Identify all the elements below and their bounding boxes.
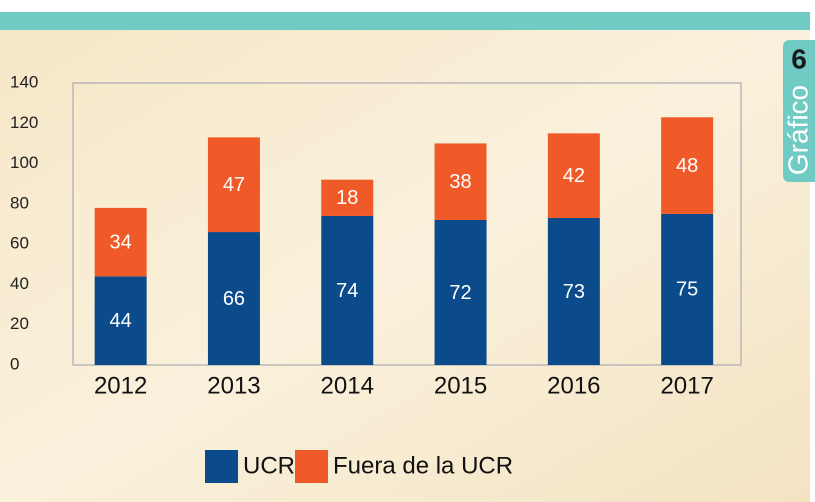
x-tick-label: 2014 bbox=[321, 372, 374, 399]
y-tick-label: 40 bbox=[10, 274, 29, 293]
value-label: 18 bbox=[336, 187, 358, 209]
value-label: 44 bbox=[110, 310, 132, 332]
value-label: 48 bbox=[676, 155, 698, 177]
legend-swatch bbox=[205, 450, 238, 483]
legend-label: UCR bbox=[243, 452, 295, 479]
legend-swatch bbox=[295, 450, 328, 483]
y-tick-label: 140 bbox=[10, 72, 38, 91]
value-label: 74 bbox=[336, 280, 358, 302]
y-tick-label: 20 bbox=[10, 314, 29, 333]
x-tick-label: 2013 bbox=[207, 372, 260, 399]
value-label: 73 bbox=[563, 281, 585, 303]
y-tick-label: 60 bbox=[10, 234, 29, 253]
badge-label: Gráfico bbox=[782, 85, 813, 175]
badge-number: 6 bbox=[791, 43, 807, 74]
legend-label: Fuera de la UCR bbox=[333, 452, 513, 479]
value-label: 47 bbox=[223, 174, 245, 196]
x-tick-label: 2016 bbox=[547, 372, 600, 399]
y-tick-label: 120 bbox=[10, 113, 38, 132]
value-label: 42 bbox=[563, 165, 585, 187]
value-label: 75 bbox=[676, 279, 698, 301]
x-tick-label: 2012 bbox=[94, 372, 147, 399]
value-label: 34 bbox=[110, 231, 132, 253]
top-band bbox=[0, 12, 810, 30]
chart: 6 Gráfico 0 20 40 60 80 100 120 140 2012 44 34 2013… bbox=[0, 0, 815, 502]
value-label: 72 bbox=[449, 282, 471, 304]
y-tick-label: 80 bbox=[10, 193, 29, 212]
value-label: 38 bbox=[449, 171, 471, 193]
x-tick-label: 2017 bbox=[660, 372, 713, 399]
x-tick-label: 2015 bbox=[434, 372, 487, 399]
y-tick-label: 0 bbox=[10, 354, 19, 373]
y-tick-label: 100 bbox=[10, 153, 38, 172]
value-label: 66 bbox=[223, 288, 245, 310]
